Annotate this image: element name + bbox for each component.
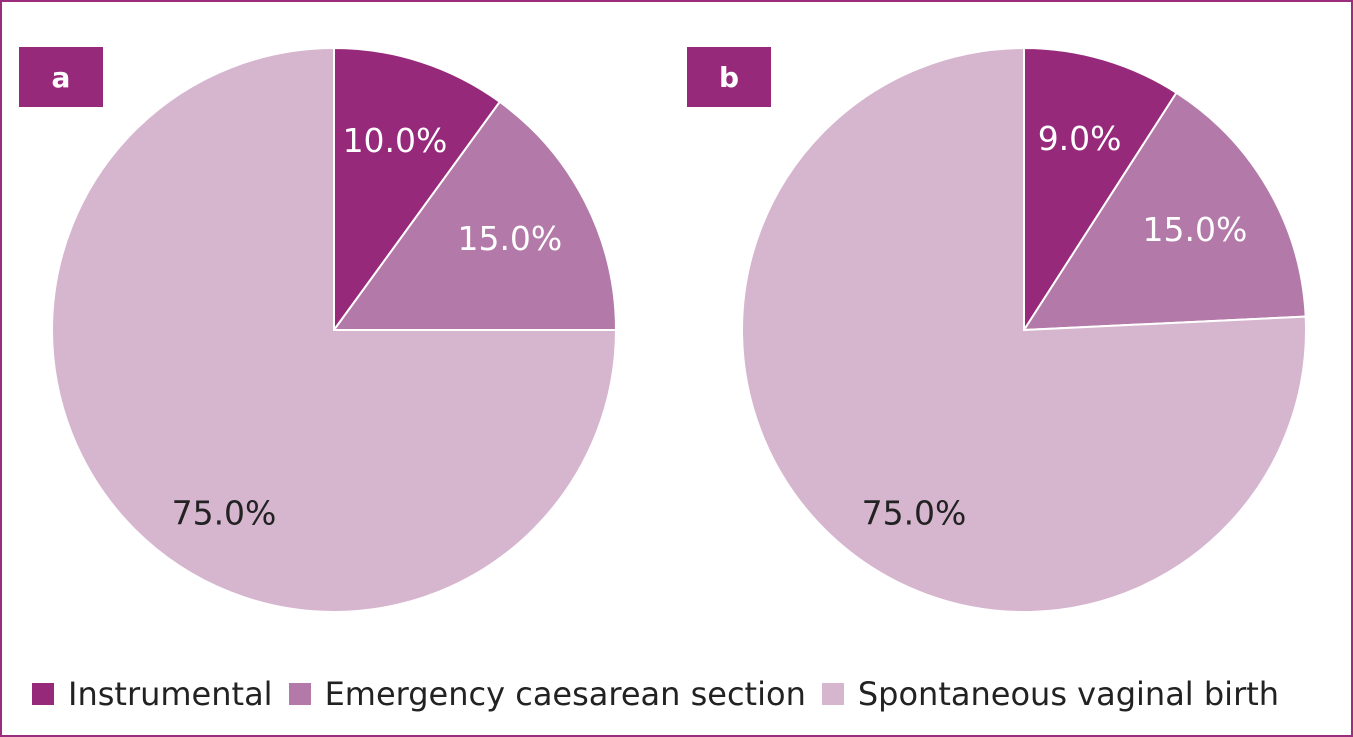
pie-a-slice-2 [51,46,618,613]
legend-item-instrumental: Instrumental [32,675,273,713]
pie-a-slice-0 [333,46,502,334]
legend-label-instrumental: Instrumental [68,675,273,713]
pie-a-slice-label-0: 10.0% [343,121,448,160]
pie-a-slice-1 [332,100,618,331]
pie-b-slice-label-0: 9.0% [1038,119,1122,158]
legend-item-spontaneous-vaginal: Spontaneous vaginal birth [821,675,1280,713]
pie-b-slice-0 [1023,46,1178,334]
panel-label-b: b [687,47,771,107]
legend-swatch-spontaneous-vaginal [821,683,844,705]
pie-b-slice-label-1: 15.0% [1143,210,1248,249]
pie-b-slice-label-2: 75.0% [862,494,967,533]
legend-swatch-instrumental [32,683,54,705]
pie-a-slice-label-1: 15.0% [457,219,562,258]
pie-a-slice-label-2: 75.0% [172,494,277,533]
legend-swatch-emergency-caesarean [288,683,311,705]
legend-label-emergency-caesarean: Emergency caesarean section [324,675,806,713]
pie-b-slice-1 [1022,91,1307,332]
pie-b-slice-2 [741,46,1307,613]
legend-item-emergency-caesarean: Emergency caesarean section [288,675,806,713]
legend: Instrumental Emergency caesarean section… [32,672,1295,716]
legend-label-spontaneous-vaginal: Spontaneous vaginal birth [857,675,1280,713]
panel-label-a: a [19,47,103,107]
